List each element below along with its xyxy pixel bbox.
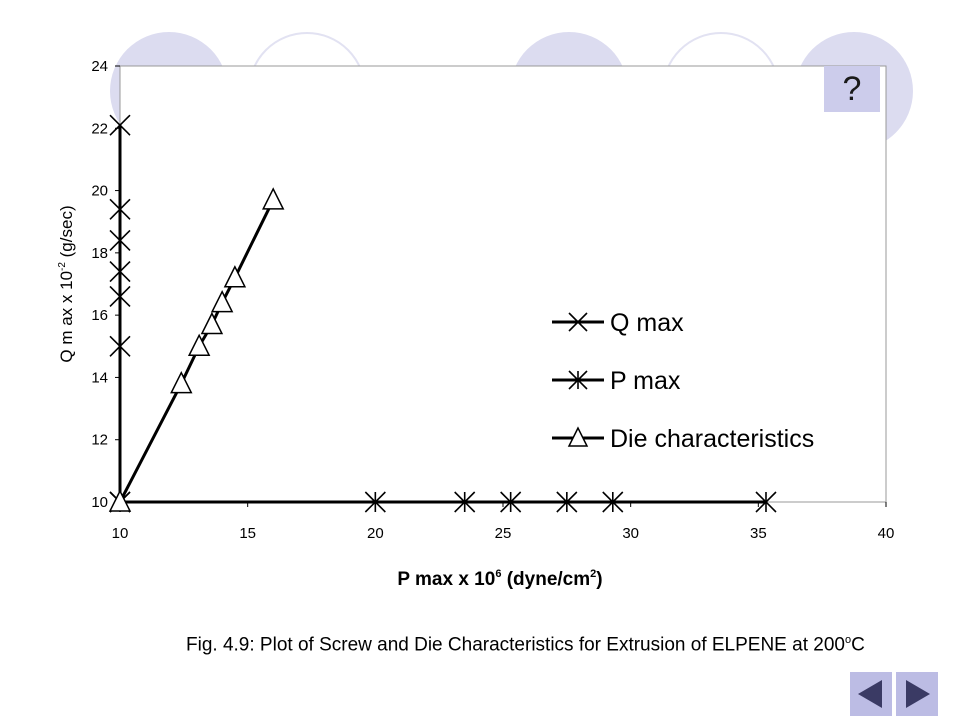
y-tick-label: 22 xyxy=(91,120,108,137)
data-point xyxy=(755,491,777,513)
x-tick-label: 35 xyxy=(750,525,767,542)
x-tick-label: 30 xyxy=(622,525,639,542)
data-point xyxy=(556,491,578,513)
data-point xyxy=(500,491,522,513)
data-point xyxy=(261,187,285,210)
x-tick-label: 20 xyxy=(367,525,384,542)
y-tick-label: 24 xyxy=(91,58,108,75)
y-tick-label: 18 xyxy=(91,245,108,262)
data-point xyxy=(187,333,211,357)
x-tick-label: 40 xyxy=(878,525,895,542)
previous-slide-button[interactable] xyxy=(850,672,892,716)
plot-area xyxy=(119,65,887,503)
legend: Q max P max Die characteristics xyxy=(552,309,814,453)
x-tick-label: 25 xyxy=(495,525,512,542)
legend-marker xyxy=(568,370,588,390)
data-point xyxy=(223,265,247,288)
legend-label: Q max xyxy=(610,309,684,337)
legend-label: Die characteristics xyxy=(610,425,814,453)
next-slide-button[interactable] xyxy=(896,672,938,716)
legend-label: P max xyxy=(610,367,681,395)
y-tick-label: 16 xyxy=(91,307,108,324)
data-point xyxy=(170,370,193,394)
data-point xyxy=(210,290,234,313)
data-point xyxy=(454,491,476,513)
legend-marker xyxy=(567,426,589,447)
data-point xyxy=(109,114,131,136)
arrow-right-icon xyxy=(906,680,930,708)
x-tick-label: 15 xyxy=(239,525,256,542)
arrow-left-icon xyxy=(858,680,882,708)
y-axis-label: Q m ax x 10-2 (g/sec) xyxy=(57,205,76,362)
data-point xyxy=(200,311,224,335)
data-point xyxy=(108,489,132,512)
data-point xyxy=(602,491,624,513)
data-point xyxy=(109,285,131,308)
data-point xyxy=(109,260,131,283)
y-tick-label: 10 xyxy=(91,494,108,511)
figure-caption: Fig. 4.9: Plot of Screw and Die Characte… xyxy=(186,634,865,656)
y-tick-label: 14 xyxy=(91,369,108,386)
series-markers xyxy=(108,114,777,513)
y-tick-label: 12 xyxy=(91,432,108,449)
data-point xyxy=(364,491,386,513)
y-tick-label: 20 xyxy=(91,183,108,200)
axis-ticks: 10 15 20 25 30 35 40 10 12 14 16 18 20 22 24 xyxy=(91,58,894,542)
data-point xyxy=(109,335,131,357)
data-point xyxy=(109,198,131,220)
x-tick-label: 10 xyxy=(112,525,129,542)
x-axis-label: P max x 106 (dyne/cm2) xyxy=(397,568,602,590)
legend-marker xyxy=(568,312,588,332)
help-button[interactable]: ? xyxy=(824,66,880,112)
data-point xyxy=(109,229,131,251)
